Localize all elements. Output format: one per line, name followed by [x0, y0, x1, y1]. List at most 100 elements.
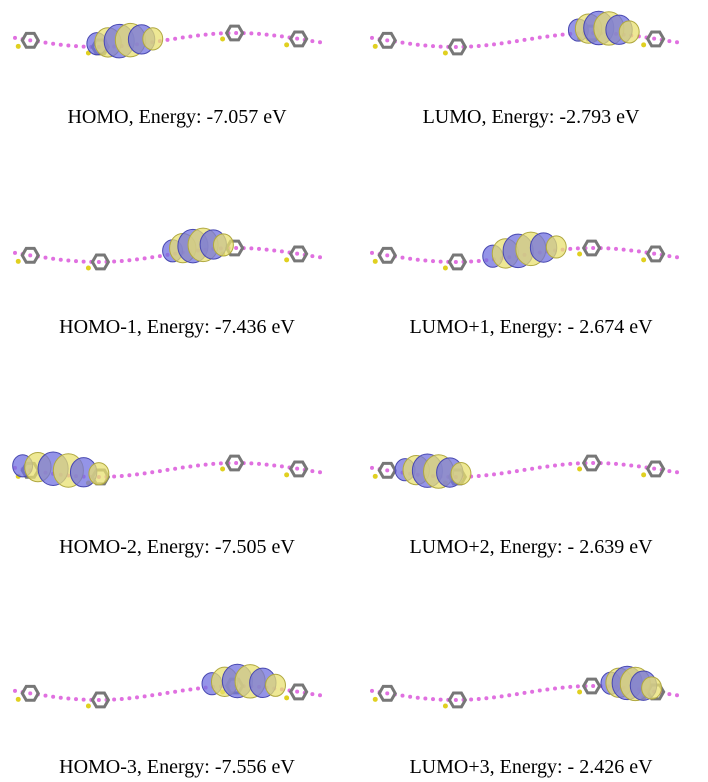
- substituent: [373, 697, 378, 702]
- atom: [127, 473, 131, 477]
- substituent: [443, 50, 448, 55]
- atom: [454, 698, 458, 702]
- substituent: [577, 252, 582, 257]
- atom: [310, 469, 314, 473]
- atom: [545, 34, 549, 38]
- atom: [667, 469, 671, 473]
- atom: [454, 260, 458, 264]
- atom: [173, 690, 177, 694]
- lobe: [266, 674, 286, 696]
- substituent: [284, 257, 289, 262]
- atom: [295, 252, 299, 256]
- substituent: [220, 467, 225, 472]
- atom: [249, 461, 253, 465]
- atom: [181, 36, 185, 40]
- lobe: [143, 28, 163, 50]
- atom: [507, 470, 511, 474]
- atom: [181, 466, 185, 470]
- atom: [181, 689, 185, 693]
- substituent: [86, 703, 91, 708]
- atom: [66, 697, 70, 701]
- substituent: [284, 472, 289, 477]
- lobe: [546, 236, 566, 258]
- atom: [439, 45, 443, 49]
- atom: [561, 686, 565, 690]
- atom: [265, 463, 269, 467]
- atom: [675, 693, 679, 697]
- atom: [74, 259, 78, 263]
- atom: [431, 259, 435, 263]
- atom: [454, 45, 458, 49]
- substituent: [16, 44, 21, 49]
- atom: [143, 256, 147, 260]
- atom: [507, 693, 511, 697]
- atom: [622, 463, 626, 467]
- atom: [614, 462, 618, 466]
- atom: [370, 466, 374, 470]
- atom: [606, 246, 610, 250]
- atom: [173, 37, 177, 41]
- atom: [158, 692, 162, 696]
- atom: [530, 690, 534, 694]
- atom: [416, 43, 420, 47]
- substituent: [284, 695, 289, 700]
- lobe: [619, 21, 639, 43]
- atom: [211, 32, 215, 36]
- substituent: [373, 474, 378, 479]
- atom: [188, 34, 192, 38]
- atom: [13, 36, 17, 40]
- atom: [280, 464, 284, 468]
- atom: [51, 695, 55, 699]
- atom: [112, 698, 116, 702]
- atom: [97, 698, 101, 702]
- substituent: [220, 37, 225, 42]
- substituent: [577, 467, 582, 472]
- caption: LUMO, Energy: -2.793 eV: [354, 106, 708, 129]
- atom: [545, 464, 549, 468]
- lobe: [89, 463, 109, 485]
- atom: [538, 689, 542, 693]
- atom: [553, 463, 557, 467]
- atom: [158, 469, 162, 473]
- atom: [204, 463, 208, 467]
- atom: [545, 687, 549, 691]
- atom: [272, 33, 276, 37]
- substituent: [16, 697, 21, 702]
- atom: [591, 246, 595, 250]
- atom: [431, 44, 435, 48]
- atom: [553, 33, 557, 37]
- atom: [492, 695, 496, 699]
- atom: [385, 38, 389, 42]
- atom: [44, 694, 48, 698]
- atom: [143, 694, 147, 698]
- atom: [51, 257, 55, 261]
- atom: [82, 698, 86, 702]
- atom: [74, 697, 78, 701]
- atom: [439, 260, 443, 264]
- caption: LUMO+1, Energy: - 2.674 eV: [354, 316, 708, 339]
- substituent: [86, 265, 91, 270]
- atom: [553, 686, 557, 690]
- atom: [629, 248, 633, 252]
- atom: [150, 693, 154, 697]
- substituent: [373, 259, 378, 264]
- atom: [500, 694, 504, 698]
- atom: [82, 45, 86, 49]
- substituent: [641, 472, 646, 477]
- atom: [561, 463, 565, 467]
- atom: [272, 248, 276, 252]
- atom: [401, 694, 405, 698]
- atom: [280, 34, 284, 38]
- atom: [408, 42, 412, 46]
- atom: [492, 472, 496, 476]
- atom: [606, 461, 610, 465]
- atom: [196, 686, 200, 690]
- atom: [507, 40, 511, 44]
- atom: [59, 43, 63, 47]
- atom: [576, 246, 580, 250]
- atom: [135, 257, 139, 261]
- atom: [257, 462, 261, 466]
- atom: [515, 469, 519, 473]
- atom: [112, 260, 116, 264]
- atom: [591, 461, 595, 465]
